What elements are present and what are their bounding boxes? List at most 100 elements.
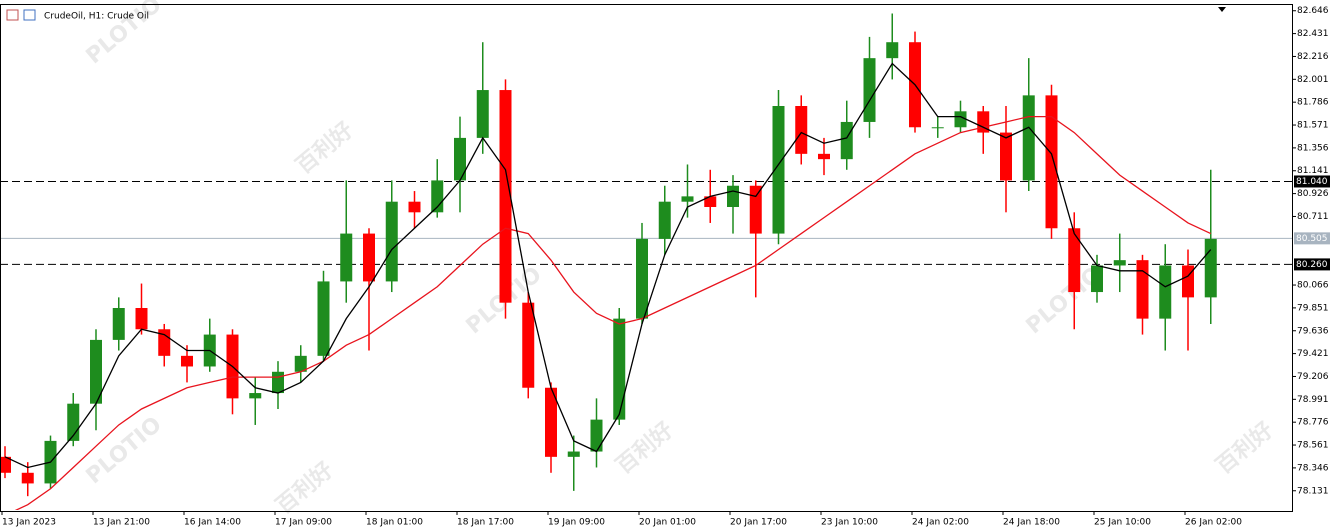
y-tick-label: 79.636 [1297, 326, 1329, 336]
plot-area [1, 13, 1292, 510]
price-label-box [1294, 232, 1330, 245]
watermark-layer: PLOTIO百利好PLOTIO百利好PLOTIO百利好PLOTIO百利好 [82, 0, 1279, 519]
x-tick-label: 26 Jan 02:00 [1185, 518, 1242, 528]
x-tick-label: 16 Jan 14:00 [184, 518, 241, 528]
candle-body [931, 127, 944, 129]
y-tick-label: 78.346 [1297, 463, 1329, 473]
icon [23, 9, 36, 21]
y-tick-label: 81.786 [1297, 98, 1329, 108]
plot-frame [0, 4, 1293, 512]
candle-body [112, 308, 125, 340]
candle-body [317, 281, 330, 356]
moving-average [14, 115, 1212, 510]
x-tick-label: 20 Jan 17:00 [730, 518, 787, 528]
y-tick-label: 82.431 [1297, 29, 1329, 39]
scroll-marker [1218, 7, 1226, 12]
candle-body [749, 185, 762, 234]
candle-body [1091, 265, 1103, 293]
y-tick-label: 78.991 [1297, 395, 1329, 405]
price-label: 81.040 [1296, 177, 1328, 187]
moving-average [4, 62, 1212, 469]
watermark-text: PLOTIO [82, 412, 167, 489]
candle-body [454, 137, 466, 181]
candle-body [727, 185, 739, 207]
y-tick-label: 81.571 [1297, 121, 1329, 131]
x-tick-label: 25 Jan 10:00 [1094, 518, 1151, 528]
candle-body [1045, 95, 1058, 229]
candle-body [977, 111, 990, 133]
y-tick-label: 78.561 [1297, 441, 1329, 451]
candle-body [476, 90, 489, 138]
candle-body [272, 371, 284, 394]
y-tick-label: 81.356 [1297, 143, 1329, 153]
candle-body [181, 355, 193, 367]
y-tick-label: 80.711 [1297, 212, 1329, 222]
candle-body [408, 201, 421, 213]
candle-body [249, 393, 262, 399]
candle-body [340, 233, 353, 282]
candle-body [1113, 260, 1126, 266]
candle-body [385, 201, 398, 282]
price-label: 80.260 [1296, 260, 1328, 270]
x-tick-label: 18 Jan 01:00 [366, 518, 423, 528]
price-label: 80.505 [1296, 234, 1328, 244]
candle-body [795, 106, 808, 154]
candle-body [636, 238, 648, 319]
candle-body [613, 318, 626, 420]
icon [6, 9, 19, 21]
candle-body [704, 196, 717, 207]
price-label-box [1294, 175, 1330, 188]
y-tick-label: 82.646 [1297, 6, 1329, 16]
x-tick-label: 23 Jan 10:00 [821, 518, 878, 528]
y-tick-label: 79.206 [1297, 372, 1329, 382]
y-tick-label: 79.851 [1297, 303, 1329, 313]
candle-body [681, 196, 694, 202]
candle-body [21, 472, 34, 484]
candle-body [954, 111, 967, 128]
candle-body [294, 355, 307, 372]
candle-body [1136, 260, 1149, 319]
candle-body [886, 42, 899, 59]
y-tick-label: 82.216 [1297, 52, 1329, 62]
y-tick-label: 79.421 [1297, 349, 1329, 359]
candle-body [499, 90, 512, 303]
candle-body [363, 233, 375, 282]
y-tick-label: 78.776 [1297, 418, 1329, 428]
candle-body [1068, 228, 1081, 293]
y-tick-label: 80.926 [1297, 189, 1329, 199]
x-tick-label: 20 Jan 01:00 [639, 518, 696, 528]
x-tick-label: 13 Jan 2023 [2, 518, 56, 528]
watermark-text: 百利好 [1211, 417, 1278, 479]
watermark-text: 百利好 [271, 457, 338, 519]
price-label-box [1294, 258, 1330, 271]
y-tick-label: 78.131 [1297, 486, 1329, 496]
y-tick-label: 81.141 [1297, 166, 1329, 176]
candle-body [863, 58, 876, 122]
x-tick-label: 17 Jan 09:00 [275, 518, 332, 528]
x-tick-label: 19 Jan 09:00 [548, 518, 605, 528]
candle-body [1, 456, 11, 473]
watermark-text: PLOTIO [82, 0, 167, 69]
candle-body [658, 201, 671, 239]
candle-body [90, 339, 102, 404]
x-tick-label: 18 Jan 17:00 [457, 518, 514, 528]
candle-body [567, 451, 580, 457]
candle-body [590, 419, 603, 452]
x-tick-label: 13 Jan 21:00 [93, 518, 150, 528]
candle-body [135, 308, 148, 330]
candle-body [1000, 132, 1012, 181]
chart-title: CrudeOil, H1: Crude Oil [44, 12, 149, 22]
candle-body [772, 106, 785, 234]
candle-body [818, 153, 830, 160]
candle-body [840, 121, 853, 160]
x-tick-label: 24 Jan 02:00 [912, 518, 969, 528]
candle-body [1204, 238, 1217, 298]
watermark-text: 百利好 [291, 117, 358, 179]
candle-body [522, 302, 535, 388]
x-tick-label: 24 Jan 18:00 [1003, 518, 1060, 528]
y-tick-label: 82.001 [1297, 75, 1329, 85]
candle-body [1022, 95, 1035, 181]
y-tick-label: 80.066 [1297, 281, 1329, 291]
candle-body [545, 387, 557, 457]
